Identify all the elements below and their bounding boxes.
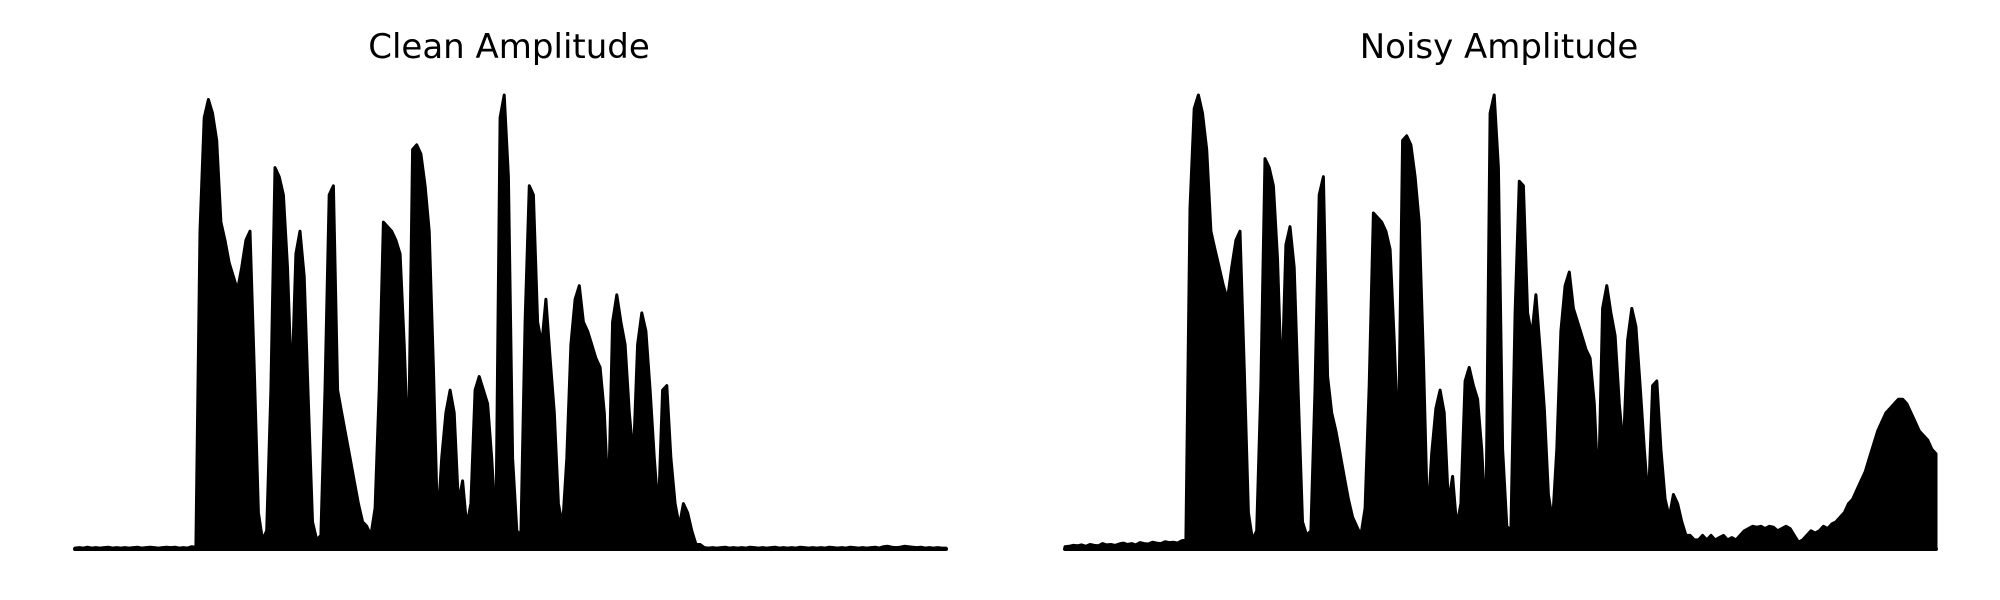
noisy-amplitude-plot (1063, 93, 1938, 551)
clean-amplitude-panel: Clean Amplitude (73, 27, 948, 551)
clean-amplitude-plot (73, 93, 948, 551)
amplitude-series-0-0 (73, 93, 948, 551)
amplitude-series-1-0 (1063, 93, 1938, 551)
clean-amplitude-title: Clean Amplitude (368, 27, 650, 67)
noisy-amplitude-title: Noisy Amplitude (1360, 27, 1639, 67)
noisy-amplitude-panel: Noisy Amplitude (1063, 27, 1938, 551)
